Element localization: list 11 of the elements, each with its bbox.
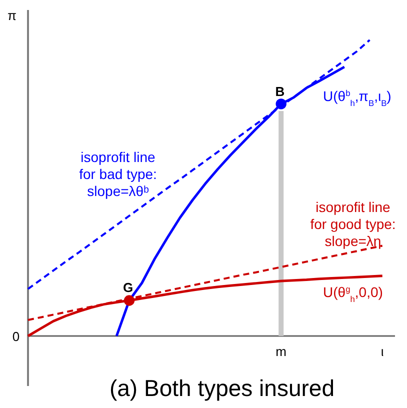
series-label: isoprofit line for bad type: slope=λθᵇ xyxy=(79,149,157,199)
y-axis-title: π xyxy=(8,8,17,23)
annotation: G xyxy=(122,280,134,295)
text: 0 xyxy=(12,329,20,344)
x-tick-label: m xyxy=(276,344,287,359)
series-label: U(θ$^{b}$$_{h}$,π$_{B}$,ι$_{B}$) xyxy=(323,88,392,108)
text: (a) Both types insured xyxy=(109,375,335,401)
annotation: B xyxy=(275,84,285,99)
series-label: U(θ$^{g}$$_{h}$,0,0) xyxy=(323,284,383,304)
x-tick-label: ι xyxy=(380,344,384,359)
series-label: isoprofit line for good type: slope=λη xyxy=(310,199,396,249)
